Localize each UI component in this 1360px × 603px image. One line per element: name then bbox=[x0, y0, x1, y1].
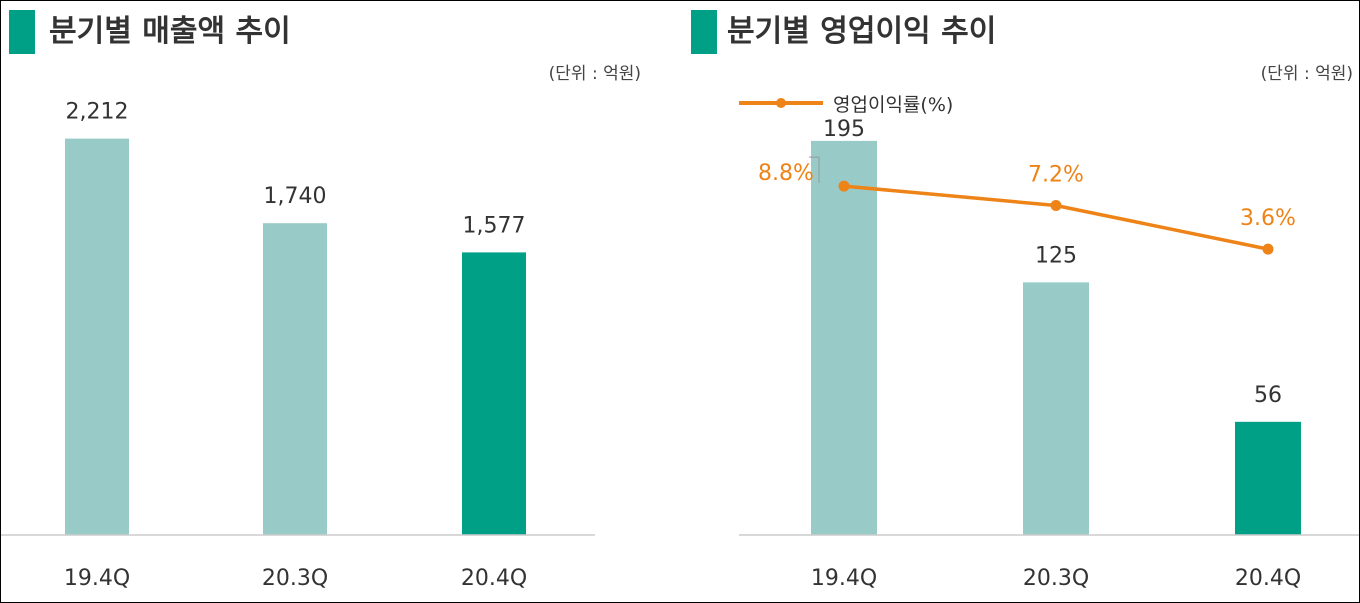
operating-profit-value-label: 195 bbox=[823, 117, 865, 142]
revenue-title: 분기별 매출액 추이 bbox=[49, 14, 291, 49]
legend-label-operating-margin: 영업이익률(%) bbox=[833, 93, 954, 116]
operating-margin-value-label: 8.8% bbox=[758, 161, 814, 186]
revenue-bar-20.4Q bbox=[462, 252, 526, 535]
revenue-chart: 2,212 1,740 1,577 19.4Q 20.3Q 20.4Q bbox=[1, 100, 595, 591]
revenue-bar-20.3Q bbox=[263, 223, 327, 535]
operating-profit-title-bar bbox=[691, 10, 717, 54]
operating-margin-value-label: 7.2% bbox=[1028, 162, 1084, 187]
operating-profit-x-tick-label: 20.4Q bbox=[1235, 566, 1301, 591]
operating-profit-title: 분기별 영업이익 추이 bbox=[727, 14, 997, 49]
revenue-x-tick-label: 19.4Q bbox=[64, 566, 130, 591]
revenue-bar-19.4Q bbox=[65, 138, 129, 535]
revenue-value-label: 2,212 bbox=[66, 100, 129, 125]
operating-margin-point-19.4Q bbox=[838, 180, 850, 192]
legend-line-marker bbox=[739, 98, 823, 108]
operating-profit-panel: 분기별 영업이익 추이 (단위 : 억원) 영업이익률(%) 19.4Q 20.3… bbox=[681, 1, 1359, 602]
revenue-value-label: 1,740 bbox=[264, 184, 327, 209]
operating-profit-bar-20.3Q bbox=[1023, 282, 1089, 535]
operating-profit-bar-20.4Q bbox=[1235, 421, 1301, 535]
legend: 영업이익률(%) bbox=[737, 89, 953, 117]
revenue-title-bar bbox=[9, 10, 35, 54]
operating-profit-chart: 19.4Q 20.3Q 20.4Q 195 125 56 8.8% 7.2% 3.6% bbox=[739, 117, 1359, 591]
operating-profit-value-label: 56 bbox=[1254, 383, 1282, 408]
operating-profit-x-tick-label: 20.3Q bbox=[1023, 566, 1089, 591]
operating-margin-point-20.3Q bbox=[1050, 199, 1062, 211]
operating-margin-value-label: 3.6% bbox=[1240, 206, 1296, 231]
operating-profit-bar-19.4Q bbox=[811, 140, 877, 536]
revenue-panel: 분기별 매출액 추이 (단위 : 억원) 2,212 1,740 1,577 19.4… bbox=[1, 1, 681, 602]
revenue-value-label: 1,577 bbox=[463, 213, 526, 238]
revenue-unit-label: (단위 : 억원) bbox=[548, 64, 641, 84]
operating-margin-point-20.4Q bbox=[1262, 243, 1274, 255]
operating-margin-line bbox=[843, 184, 1269, 251]
operating-profit-value-leader bbox=[809, 156, 820, 184]
operating-profit-value-label: 125 bbox=[1035, 243, 1077, 268]
operating-profit-x-tick-label: 19.4Q bbox=[811, 566, 877, 591]
revenue-x-tick-label: 20.4Q bbox=[461, 566, 527, 591]
operating-profit-unit-label: (단위 : 억원) bbox=[1260, 64, 1353, 84]
revenue-x-tick-label: 20.3Q bbox=[262, 566, 328, 591]
